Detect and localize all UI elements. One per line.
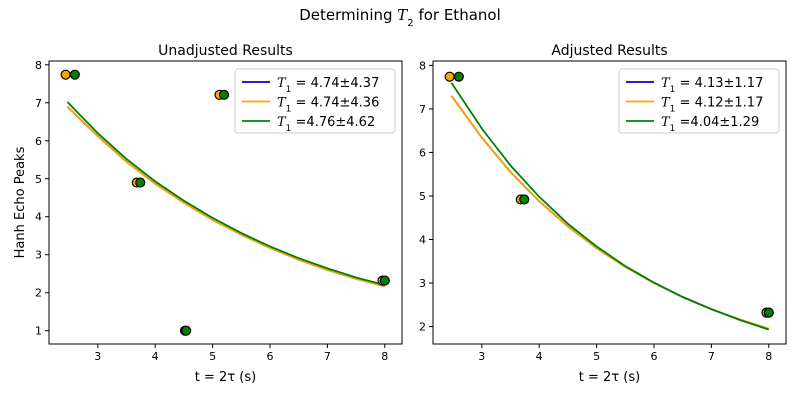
fit-line xyxy=(66,101,386,286)
legend-label: T1 = 4.74±4.36 xyxy=(277,96,379,115)
x-tick-label: 5 xyxy=(593,350,600,363)
legend-label: T1 = 4.13±1.17 xyxy=(661,76,763,95)
legend-symbol: T xyxy=(661,115,671,130)
x-tick-label: 3 xyxy=(478,350,485,363)
legend-label: T1 = 4.12±1.17 xyxy=(661,96,763,115)
legend-subscript: 1 xyxy=(286,85,292,95)
y-tick-label: 8 xyxy=(35,59,42,72)
y-tick-label: 2 xyxy=(35,287,42,300)
data-point-green xyxy=(763,307,774,318)
panel-adjusted: Adjusted Results 3 4 5 6 7 8 2 3 4 5 6 7 8 t = 2τ (s) T… xyxy=(419,43,787,385)
x-tick-label: 4 xyxy=(536,350,543,363)
y-tick-label: 6 xyxy=(35,135,42,148)
legend-value: =4.76±4.62 xyxy=(291,115,375,130)
legend-subscript: 1 xyxy=(670,105,676,115)
y-axis-label: Hanh Echo Peaks xyxy=(13,146,28,258)
legend-symbol: T xyxy=(661,96,671,111)
chart-title: Unadjusted Results xyxy=(158,43,293,59)
x-tick-label: 6 xyxy=(266,350,273,363)
x-tick-label: 5 xyxy=(209,350,216,363)
y-tick-label: 6 xyxy=(419,146,426,159)
data-point-green xyxy=(69,69,80,80)
data-point-green xyxy=(181,325,192,336)
y-tick-label: 7 xyxy=(419,103,426,116)
legend-label: T1 = 4.74±4.37 xyxy=(277,76,379,95)
legend-symbol: T xyxy=(277,115,287,130)
legend-value: = 4.12±1.17 xyxy=(675,96,763,111)
legend-label: T1 =4.04±1.29 xyxy=(661,115,759,134)
axes-frame xyxy=(432,60,787,345)
x-tick-label: 8 xyxy=(765,350,772,363)
legend-subscript: 1 xyxy=(286,105,292,115)
figure-title: Determining T2 for Ethanol xyxy=(299,6,501,29)
y-tick-label: 4 xyxy=(419,234,426,247)
fit-line xyxy=(450,82,770,331)
legend-symbol: T xyxy=(277,76,287,91)
y-tick-label: 5 xyxy=(419,190,426,203)
y-tick-label: 3 xyxy=(35,249,42,262)
x-axis-label: t = 2τ (s) xyxy=(579,370,640,385)
y-tick-label: 4 xyxy=(35,211,42,224)
data-point-green xyxy=(379,275,390,286)
figure-title-suffix: for Ethanol xyxy=(414,6,501,24)
figure-title-prefix: Determining xyxy=(299,6,397,24)
legend-subscript: 1 xyxy=(670,124,676,134)
y-tick-label: 7 xyxy=(35,97,42,110)
legend-value: = 4.13±1.17 xyxy=(675,76,763,91)
x-tick-label: 4 xyxy=(152,350,159,363)
data-point-orange xyxy=(60,69,71,80)
legend-value: = 4.74±4.37 xyxy=(291,76,379,91)
y-tick-label: 2 xyxy=(419,321,426,334)
legend-subscript: 1 xyxy=(286,124,292,134)
data-point-green xyxy=(218,89,230,100)
figure-title-symbol: T xyxy=(397,6,408,24)
x-tick-label: 6 xyxy=(650,350,657,363)
plot-area xyxy=(450,82,770,331)
x-tick-label: 7 xyxy=(324,350,331,363)
legend-box xyxy=(618,68,780,134)
data-point-green xyxy=(453,71,464,82)
y-tick-label: 5 xyxy=(35,173,42,186)
figure-title-subscript: 2 xyxy=(407,18,413,29)
x-axis-label: t = 2τ (s) xyxy=(195,370,256,385)
data-point-green xyxy=(135,177,146,188)
y-tick-label: 3 xyxy=(419,277,426,290)
y-tick-label: 1 xyxy=(35,325,42,338)
legend-box xyxy=(234,68,396,134)
legend-label: T1 =4.76±4.62 xyxy=(277,115,375,134)
axes-frame xyxy=(48,60,403,345)
legend-value: = 4.74±4.36 xyxy=(291,96,379,111)
y-tick-label: 8 xyxy=(419,59,426,72)
data-point-green xyxy=(519,194,530,205)
x-tick-label: 8 xyxy=(381,350,388,363)
legend-symbol: T xyxy=(277,96,287,111)
chart-title: Adjusted Results xyxy=(551,43,667,59)
panel-unadjusted: Unadjusted Results 3 4 5 6 7 8 1 2 3 4 5 6 7 8 t = 2τ (… xyxy=(13,43,403,385)
plot-area xyxy=(66,101,386,288)
legend-subscript: 1 xyxy=(670,85,676,95)
legend-value: =4.04±1.29 xyxy=(675,115,759,130)
x-tick-label: 7 xyxy=(708,350,715,363)
data-point-orange xyxy=(444,71,455,82)
x-tick-label: 3 xyxy=(94,350,101,363)
legend-symbol: T xyxy=(661,76,671,91)
fit-line xyxy=(66,105,386,288)
